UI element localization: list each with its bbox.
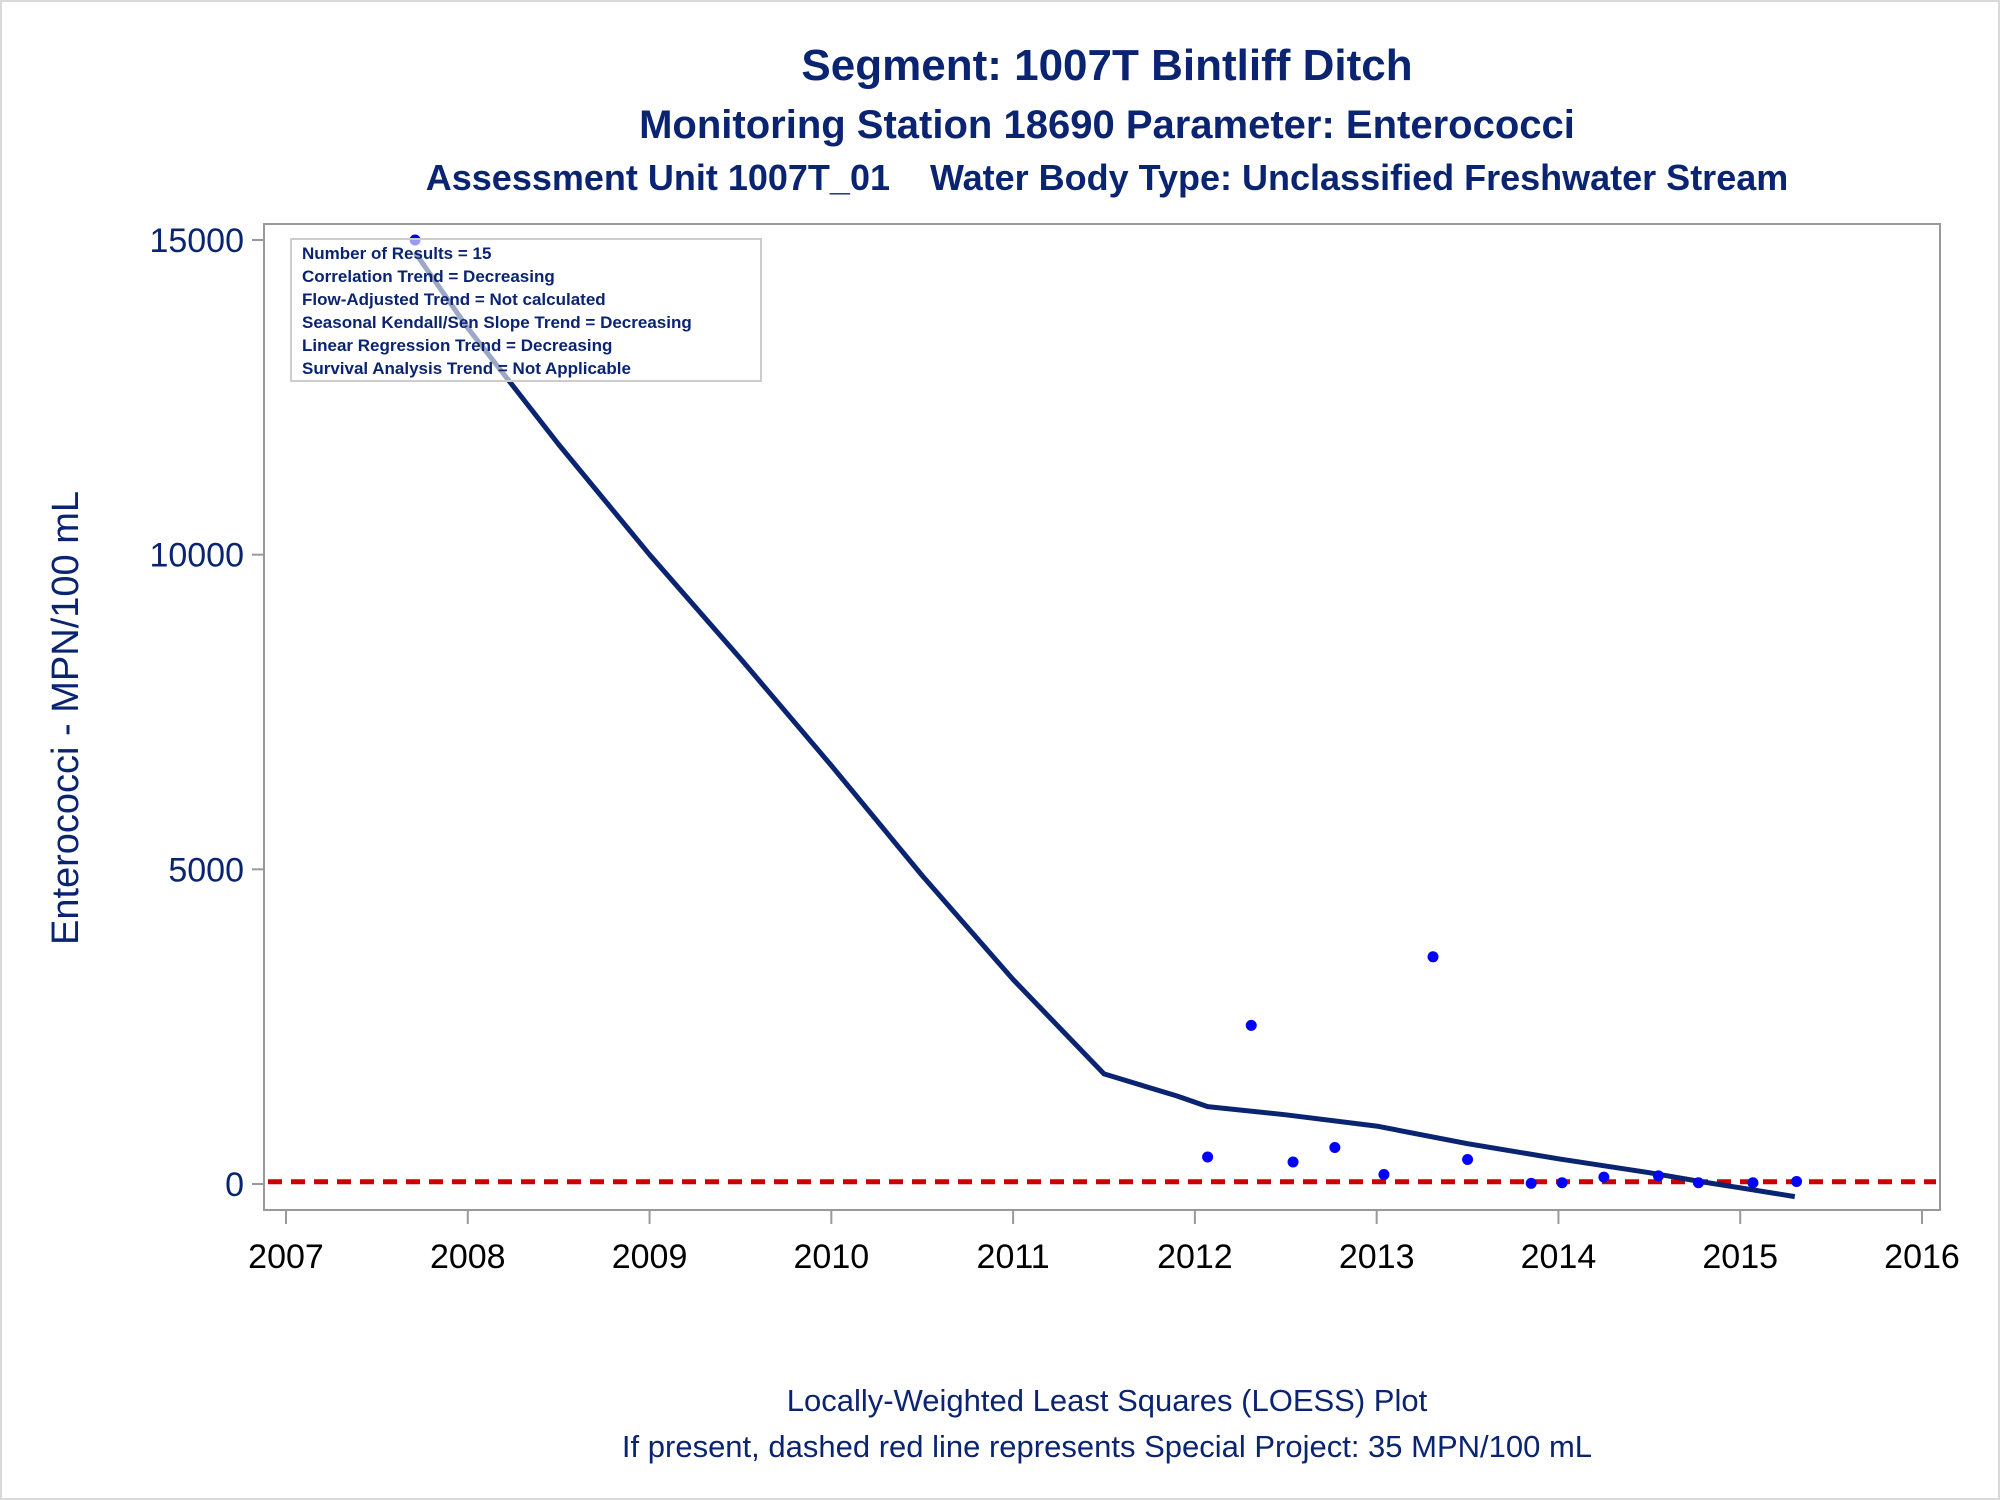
footnote-1: Locally-Weighted Least Squares (LOESS) P… xyxy=(787,1383,1428,1418)
x-tick-label: 2008 xyxy=(430,1238,506,1276)
plot-area xyxy=(263,223,1941,1211)
y-tick-label: 15000 xyxy=(149,222,244,260)
stats-line-1: Number of Results = 15 xyxy=(302,244,491,263)
loess-line xyxy=(413,251,1796,1200)
y-tick-label: 0 xyxy=(225,1166,244,1204)
x-tick-label: 2015 xyxy=(1702,1238,1778,1276)
stats-box: Number of Results = 15 Correlation Trend… xyxy=(290,238,762,382)
data-point xyxy=(1329,1141,1341,1153)
x-axis: 2007 2008 2009 2010 2011 2012 2013 2014 2015 2016 xyxy=(248,1210,1960,1276)
stats-line-2: Correlation Trend = Decreasing xyxy=(302,267,555,286)
data-point xyxy=(1652,1170,1664,1182)
data-point xyxy=(1747,1177,1759,1189)
data-point xyxy=(1462,1153,1474,1165)
data-point xyxy=(1378,1169,1390,1181)
chart-subtitle: Monitoring Station 18690 Parameter: Ente… xyxy=(639,103,1575,147)
data-point xyxy=(1692,1177,1704,1189)
x-tick-label: 2012 xyxy=(1157,1238,1233,1276)
y-axis-label: Enterococci - MPN/100 mL xyxy=(45,491,87,945)
data-point xyxy=(1245,1019,1257,1031)
chart-title: Segment: 1007T Bintliff Ditch xyxy=(801,41,1412,90)
x-tick-label: 2013 xyxy=(1339,1238,1415,1276)
y-tick-label: 10000 xyxy=(149,537,244,575)
x-tick-label: 2016 xyxy=(1884,1238,1960,1276)
data-point xyxy=(1598,1171,1610,1183)
stats-line-4: Seasonal Kendall/Sen Slope Trend = Decre… xyxy=(302,313,692,332)
chart-subtitle2: Assessment Unit 1007T_01 Water Body Type… xyxy=(426,157,1789,198)
data-point xyxy=(1791,1175,1803,1187)
stats-line-5: Linear Regression Trend = Decreasing xyxy=(302,336,612,355)
x-tick-label: 2014 xyxy=(1521,1238,1597,1276)
x-tick-label: 2011 xyxy=(977,1238,1050,1276)
x-tick-label: 2007 xyxy=(248,1238,324,1276)
footnote-2: If present, dashed red line represents S… xyxy=(622,1429,1592,1464)
stats-line-6: Survival Analysis Trend = Not Applicable xyxy=(302,359,631,378)
data-point xyxy=(1525,1177,1537,1189)
stats-line-3: Flow-Adjusted Trend = Not calculated xyxy=(302,290,606,309)
data-point xyxy=(1287,1156,1299,1168)
data-point xyxy=(1556,1177,1568,1189)
y-axis: 0 5000 10000 15000 xyxy=(149,222,264,1204)
y-tick-label: 5000 xyxy=(168,851,244,889)
x-tick-label: 2009 xyxy=(612,1238,688,1276)
data-point xyxy=(1427,951,1439,963)
x-tick-label: 2010 xyxy=(794,1238,870,1276)
data-point xyxy=(1202,1151,1214,1163)
